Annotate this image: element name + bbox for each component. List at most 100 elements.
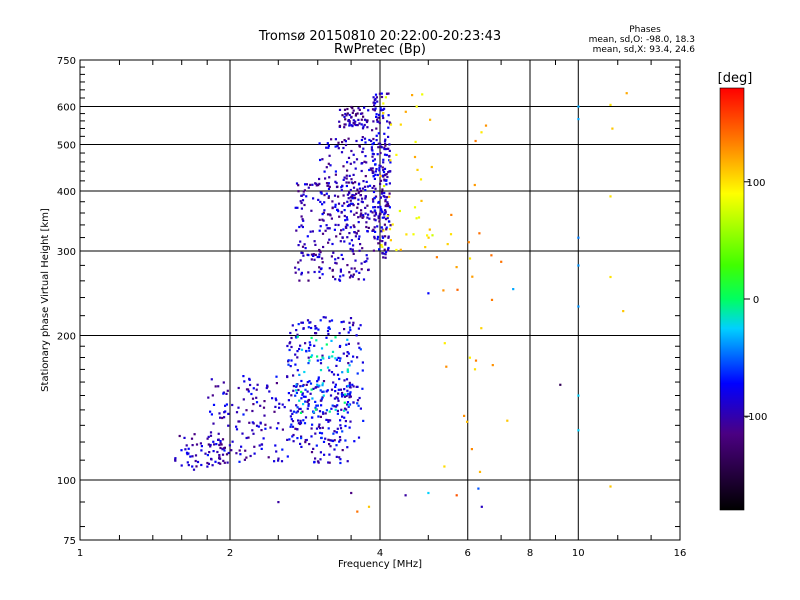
data-point — [379, 212, 382, 215]
data-point — [343, 240, 346, 243]
data-point — [319, 362, 323, 365]
data-point — [350, 239, 353, 242]
data-point — [310, 388, 313, 391]
axis-tick-labels: 1 2 4 6 8 10 16 75 100 200 300 400 500 600 750 — [57, 56, 686, 559]
data-point — [320, 267, 323, 270]
data-point — [471, 275, 474, 278]
data-point — [214, 385, 217, 388]
data-point — [337, 141, 340, 144]
data-point — [346, 401, 350, 404]
data-point — [364, 175, 367, 178]
data-point — [344, 140, 347, 143]
data-point — [355, 232, 358, 235]
data-point — [484, 124, 488, 127]
data-point — [358, 271, 361, 274]
data-point — [337, 392, 340, 395]
data-point — [218, 412, 221, 415]
data-point — [300, 437, 303, 440]
data-point — [372, 137, 375, 141]
data-point — [296, 437, 299, 440]
data-point — [207, 396, 210, 399]
data-point — [374, 195, 378, 198]
data-point — [368, 217, 371, 220]
data-point — [336, 185, 339, 188]
data-point — [321, 390, 324, 393]
data-point — [178, 434, 181, 438]
data-point — [321, 396, 324, 399]
data-point — [295, 391, 298, 394]
data-point — [349, 226, 352, 229]
data-point — [384, 96, 387, 99]
data-point — [208, 451, 211, 454]
data-point — [223, 449, 226, 452]
data-point — [382, 102, 385, 105]
data-point — [363, 160, 366, 163]
data-point — [321, 218, 324, 221]
data-point — [383, 174, 386, 177]
data-point — [339, 240, 342, 243]
data-point — [313, 258, 316, 261]
data-point — [318, 218, 321, 221]
data-point — [199, 442, 202, 445]
data-point — [374, 98, 377, 101]
data-point — [286, 438, 289, 441]
data-point — [319, 427, 322, 430]
data-point — [399, 123, 402, 126]
data-point — [299, 407, 302, 410]
data-point — [299, 442, 302, 445]
data-point — [371, 129, 374, 132]
data-point — [222, 459, 225, 462]
data-point — [356, 372, 359, 375]
data-point — [335, 431, 338, 434]
data-point — [302, 254, 305, 257]
data-point — [383, 216, 386, 219]
data-point — [278, 406, 281, 409]
data-point — [430, 165, 433, 169]
data-point — [212, 450, 215, 453]
data-point — [375, 96, 378, 99]
data-point — [384, 200, 387, 203]
x-tick-label: 8 — [527, 548, 533, 559]
data-point — [327, 326, 331, 329]
data-point — [379, 107, 382, 110]
data-point — [358, 190, 361, 193]
y-tick-label: 500 — [57, 141, 76, 152]
data-point — [470, 448, 473, 451]
data-point — [308, 349, 311, 352]
data-point — [189, 455, 192, 458]
data-point — [341, 391, 344, 395]
data-point — [338, 120, 341, 123]
data-point — [373, 158, 376, 161]
data-point — [318, 266, 321, 269]
data-point — [384, 256, 387, 259]
data-point — [381, 235, 384, 238]
data-point — [347, 342, 350, 345]
data-point — [329, 394, 333, 397]
data-point — [328, 320, 331, 323]
data-point — [315, 427, 319, 430]
data-point — [312, 254, 315, 257]
data-point — [351, 275, 354, 278]
data-point — [357, 342, 360, 345]
data-point — [330, 217, 333, 220]
data-point — [231, 440, 234, 443]
data-point — [376, 238, 379, 241]
data-point — [187, 447, 190, 450]
data-point — [352, 119, 355, 122]
data-point — [327, 438, 330, 441]
data-point — [302, 219, 305, 222]
data-point — [247, 388, 250, 391]
data-point — [302, 193, 305, 196]
data-point — [389, 224, 392, 227]
data-point — [346, 200, 349, 203]
data-point — [242, 398, 245, 401]
data-point — [348, 396, 351, 399]
data-point — [414, 140, 417, 143]
data-point — [306, 381, 309, 384]
data-point — [310, 258, 313, 261]
data-point — [321, 356, 324, 359]
data-point — [321, 261, 324, 264]
data-point — [314, 406, 317, 409]
data-point — [343, 401, 346, 404]
data-point — [381, 216, 384, 219]
